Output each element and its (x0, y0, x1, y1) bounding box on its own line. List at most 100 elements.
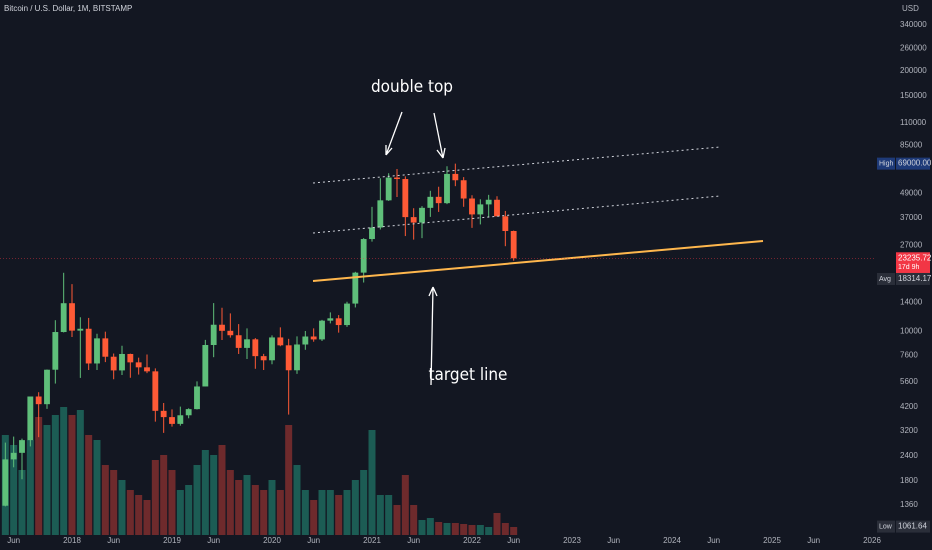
y-tick-label: 37000 (900, 213, 923, 222)
candle-body (110, 356, 117, 371)
volume-bar (501, 523, 509, 535)
candle-body (294, 344, 300, 371)
x-tick-label: 2025 (763, 536, 781, 545)
volume-bar (443, 523, 451, 535)
candle-body (102, 338, 109, 357)
candle-body (85, 328, 92, 364)
x-tick-label: 2021 (363, 536, 381, 545)
volume-bar (343, 490, 351, 535)
volume-bar (201, 450, 209, 535)
x-tick-label: Jun (507, 536, 520, 545)
candle-body (235, 335, 242, 348)
candle-body (2, 459, 9, 506)
volume-bar (143, 500, 151, 535)
volume-bar (210, 455, 218, 535)
volume-bar (168, 470, 176, 535)
drawings: double top target line (312, 77, 764, 386)
x-tick-label: Jun (707, 536, 720, 545)
volume-bar (285, 425, 293, 535)
volume-bar (68, 415, 76, 535)
candle-body (27, 396, 34, 441)
volume-bar (10, 445, 18, 535)
candle-body (185, 409, 192, 416)
candle-body (202, 345, 209, 387)
volume-bar (493, 513, 501, 535)
candle-body (369, 227, 375, 240)
volume-bar (43, 425, 51, 535)
arrow (385, 111, 403, 156)
candle-body (60, 303, 67, 333)
annotation: target line (429, 365, 508, 385)
y-tick-label: 200000 (900, 66, 927, 75)
y-tick-label: 2400 (900, 451, 918, 460)
candle-body (410, 217, 417, 223)
candle-body (402, 179, 409, 218)
volume-bar (101, 465, 109, 535)
volume-bar (393, 505, 401, 535)
volume-bar (243, 475, 251, 535)
y-tick-label: 110000 (900, 118, 927, 127)
candle-layer (2, 163, 517, 507)
candle-body (135, 362, 142, 368)
candle-body (344, 303, 350, 326)
candle-body (277, 337, 284, 346)
x-tick-label: Jun (807, 536, 820, 545)
volume-bar (260, 490, 268, 535)
currency: USD (902, 4, 919, 13)
volume-bar (485, 527, 493, 535)
volume-bar (460, 524, 468, 535)
candle-body (219, 324, 225, 331)
candle-body (419, 207, 425, 223)
candle-body (502, 216, 509, 231)
volume-bar (376, 495, 384, 535)
candle-body (227, 330, 234, 336)
volume-bar (435, 522, 443, 535)
candle-body (144, 367, 150, 372)
price-badge-name: High (879, 160, 894, 167)
x-tick-label: 2024 (663, 536, 681, 545)
candle-body (319, 320, 325, 340)
volume-bar (118, 480, 126, 535)
y-tick-label: 1800 (900, 476, 918, 485)
x-tick-label: Jun (307, 536, 320, 545)
price-badge (896, 272, 930, 285)
candle-body (427, 196, 434, 208)
price-badge (896, 157, 930, 170)
candle-body (335, 318, 342, 326)
volume-bar (476, 525, 484, 535)
volume-bar (135, 495, 143, 535)
candle-body (477, 204, 484, 215)
candle-body (269, 337, 275, 361)
volume-bar (293, 465, 301, 535)
volume-bar (401, 475, 409, 535)
x-tick-label: 2022 (463, 536, 481, 545)
price-badge-name-box (877, 272, 895, 285)
candle-body (302, 336, 309, 345)
price-badge (896, 520, 930, 533)
candle-body (152, 371, 159, 411)
candle-body (52, 332, 59, 370)
candle-body (385, 177, 392, 201)
volume-bar (360, 470, 368, 535)
candle-body (452, 173, 459, 181)
chart-title: Bitcoin / U.S. Dollar, 1M, BITSTAMP (4, 4, 132, 13)
candle-body (360, 239, 367, 273)
candle-body (169, 417, 175, 424)
y-tick-label: 14000 (900, 297, 923, 306)
volume-bar (176, 490, 184, 535)
candle-body (177, 415, 184, 424)
x-tick-label: 2023 (563, 536, 581, 545)
candle-body (327, 318, 334, 321)
price-badge (896, 252, 930, 274)
x-tick-label: 2026 (863, 536, 881, 545)
volume-bar (26, 440, 34, 535)
y-tick-label: 150000 (900, 91, 927, 100)
candle-body (469, 198, 475, 215)
y-tick-label: 340000 (900, 20, 927, 29)
volume-layer (1, 407, 518, 535)
volume-bar (126, 490, 134, 535)
target-line (312, 240, 764, 282)
volume-bar (385, 495, 393, 535)
